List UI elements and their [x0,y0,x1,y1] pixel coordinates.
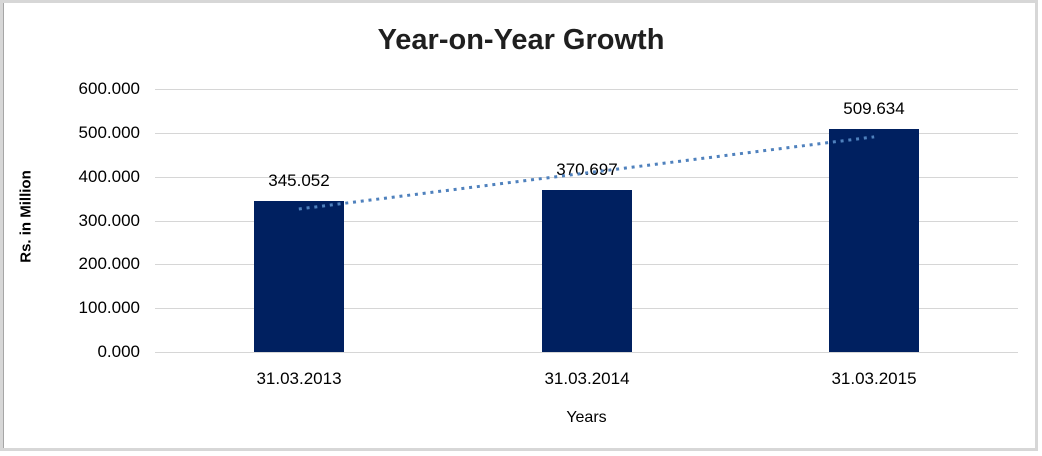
y-tick-label: 400.000 [78,167,140,186]
bar [254,201,344,352]
y-tick-label: 100.000 [78,298,140,317]
gridline [155,352,1018,353]
y-tick-label: 0.000 [97,342,140,361]
chart-title: Year-on-Year Growth [377,24,665,56]
gridline [155,89,1018,90]
y-axis-label: Rs. in Million [17,170,35,263]
x-tick-label: 31.03.2014 [544,369,630,388]
x-axis-label: Years [566,409,607,426]
y-tick-label: 600.000 [78,79,140,98]
gridline [155,133,1018,134]
y-tick-label: 500.000 [78,123,140,142]
bar-data-label: 345.052 [268,171,330,190]
bar [829,129,919,352]
bar-data-label: 370.697 [556,160,618,179]
bar-data-label: 509.634 [843,99,905,118]
y-tick-label: 200.000 [78,254,140,273]
x-tick-label: 31.03.2015 [831,369,917,388]
y-tick-label: 300.000 [78,211,140,230]
x-tick-label: 31.03.2013 [256,369,342,388]
bar [542,190,632,352]
